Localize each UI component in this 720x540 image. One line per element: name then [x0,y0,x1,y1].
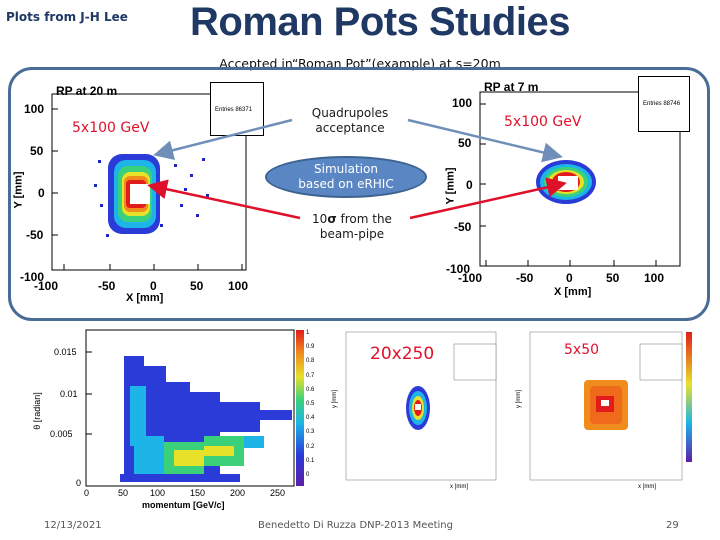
x-tick: -50 [98,279,116,293]
x-tick: 100 [150,488,166,498]
stat-box: Entries 88746 [638,76,690,132]
beam-energy-label: 5x100 GeV [504,114,582,130]
x-tick: -100 [34,279,59,293]
x-tick: 0 [566,271,573,285]
y-axis-label: y [mm] [516,390,522,408]
plot-20x250-canvas [345,331,497,481]
sigma-callout: 10σ from the beam-pipe [296,212,408,242]
z-tick: 0 [306,472,310,479]
y-tick: 50 [30,144,44,158]
stat-entries: Entries 88746 [643,101,681,107]
plot-title: RP at 7 m [484,80,539,94]
credit-note: Plots from J-H Lee [6,10,128,24]
z-tick: 0.2 [306,443,315,450]
z-scale-ticks: 1 0.9 0.8 0.7 0.6 0.5 0.4 0.3 0.2 0.1 0 [306,326,322,482]
y-tick: 0 [76,478,82,488]
x-tick: -50 [516,271,534,285]
simulation-ellipse: Simulation based on eRHIC [265,156,427,198]
stat-entries: Entries 86371 [215,107,253,113]
x-axis-label: X [mm] [554,286,592,298]
y-tick: 0.01 [60,389,78,399]
z-tick: 0.3 [306,429,315,436]
x-tick: 200 [230,488,246,498]
plot-5x50: 5x50 x [mm] y [mm] [510,326,700,498]
y-axis-label: y [mm] [332,390,338,408]
y-tick: 0.015 [54,347,77,357]
x-tick: 0 [84,488,90,498]
y-tick: 100 [24,102,45,116]
plot-20x250: 20x250 x [mm] y [mm] [326,326,506,498]
z-tick: 0.6 [306,386,315,393]
x-axis-label: X [mm] [126,292,164,304]
plot-theta-momentum: 0.015 0.01 0.005 0 0 50 100 150 200 250 … [31,326,322,512]
z-tick: 0.7 [306,372,315,379]
x-tick: 250 [270,488,286,498]
z-tick: 0.4 [306,415,315,422]
ellipse-line-2: based on eRHIC [298,177,394,191]
z-tick: 0.1 [306,457,315,464]
y-tick: -50 [454,220,472,234]
plot-5x50-canvas [529,331,692,481]
plot-rp-20m-canvas [51,93,247,271]
x-axis-label: x [mm] [450,484,468,490]
callout-line-2: acceptance [315,121,385,135]
page-number: 29 [666,520,679,531]
x-tick: 0 [150,279,157,293]
z-tick: 0.9 [306,344,315,351]
x-axis-label: x [mm] [638,484,656,490]
y-tick: -100 [20,270,45,284]
x-tick: 100 [644,271,665,285]
y-axis-label: Y [mm] [444,167,457,205]
ellipse-line-1: Simulation [314,162,378,176]
sigma-symbol: σ [327,212,337,226]
y-axis-label: Y [mm] [12,171,25,209]
y-tick: 0 [38,186,45,200]
x-tick: 150 [190,488,206,498]
sigma-prefix: 10 [312,212,328,226]
footer-date: 12/13/2021 [44,520,102,531]
y-tick: 0.005 [50,429,73,439]
theta-momentum-canvas [85,329,304,487]
x-tick: 100 [228,279,249,293]
beam-energy-label: 20x250 [370,344,435,364]
upper-frame [8,67,710,321]
beam-energy-label: 5x100 GeV [72,120,150,136]
y-axis-label: θ [radian] [31,392,42,430]
footer-center: Benedetto Di Ruzza DNP-2013 Meeting [258,520,453,531]
x-tick: -100 [458,271,483,285]
z-tick: 1 [306,330,310,336]
beam-energy-label: 5x50 [564,342,600,358]
x-tick: 50 [118,488,129,498]
callout-line-1: Quadrupoles [311,106,389,120]
y-tick: 50 [458,136,472,150]
x-axis-label: momentum [GeV/c] [142,500,225,510]
y-tick: 100 [452,96,473,110]
y-tick: 0 [466,178,473,192]
x-tick: 50 [606,271,620,285]
callout-line-1: 10σ from the [296,212,408,227]
y-tick: -100 [446,262,471,276]
x-tick: 50 [190,279,204,293]
slide-title: Roman Pots Studies [190,0,570,44]
callout-line-2: beam-pipe [319,227,385,241]
z-tick: 0.8 [306,358,315,365]
stat-box: Entries 86371 [210,82,264,136]
sigma-suffix: from the [336,212,392,226]
plot-title: RP at 20 m [56,84,118,98]
y-tick: -50 [26,228,44,242]
z-tick: 0.5 [306,401,315,408]
quadrupoles-callout: Quadrupoles acceptance [292,106,408,136]
